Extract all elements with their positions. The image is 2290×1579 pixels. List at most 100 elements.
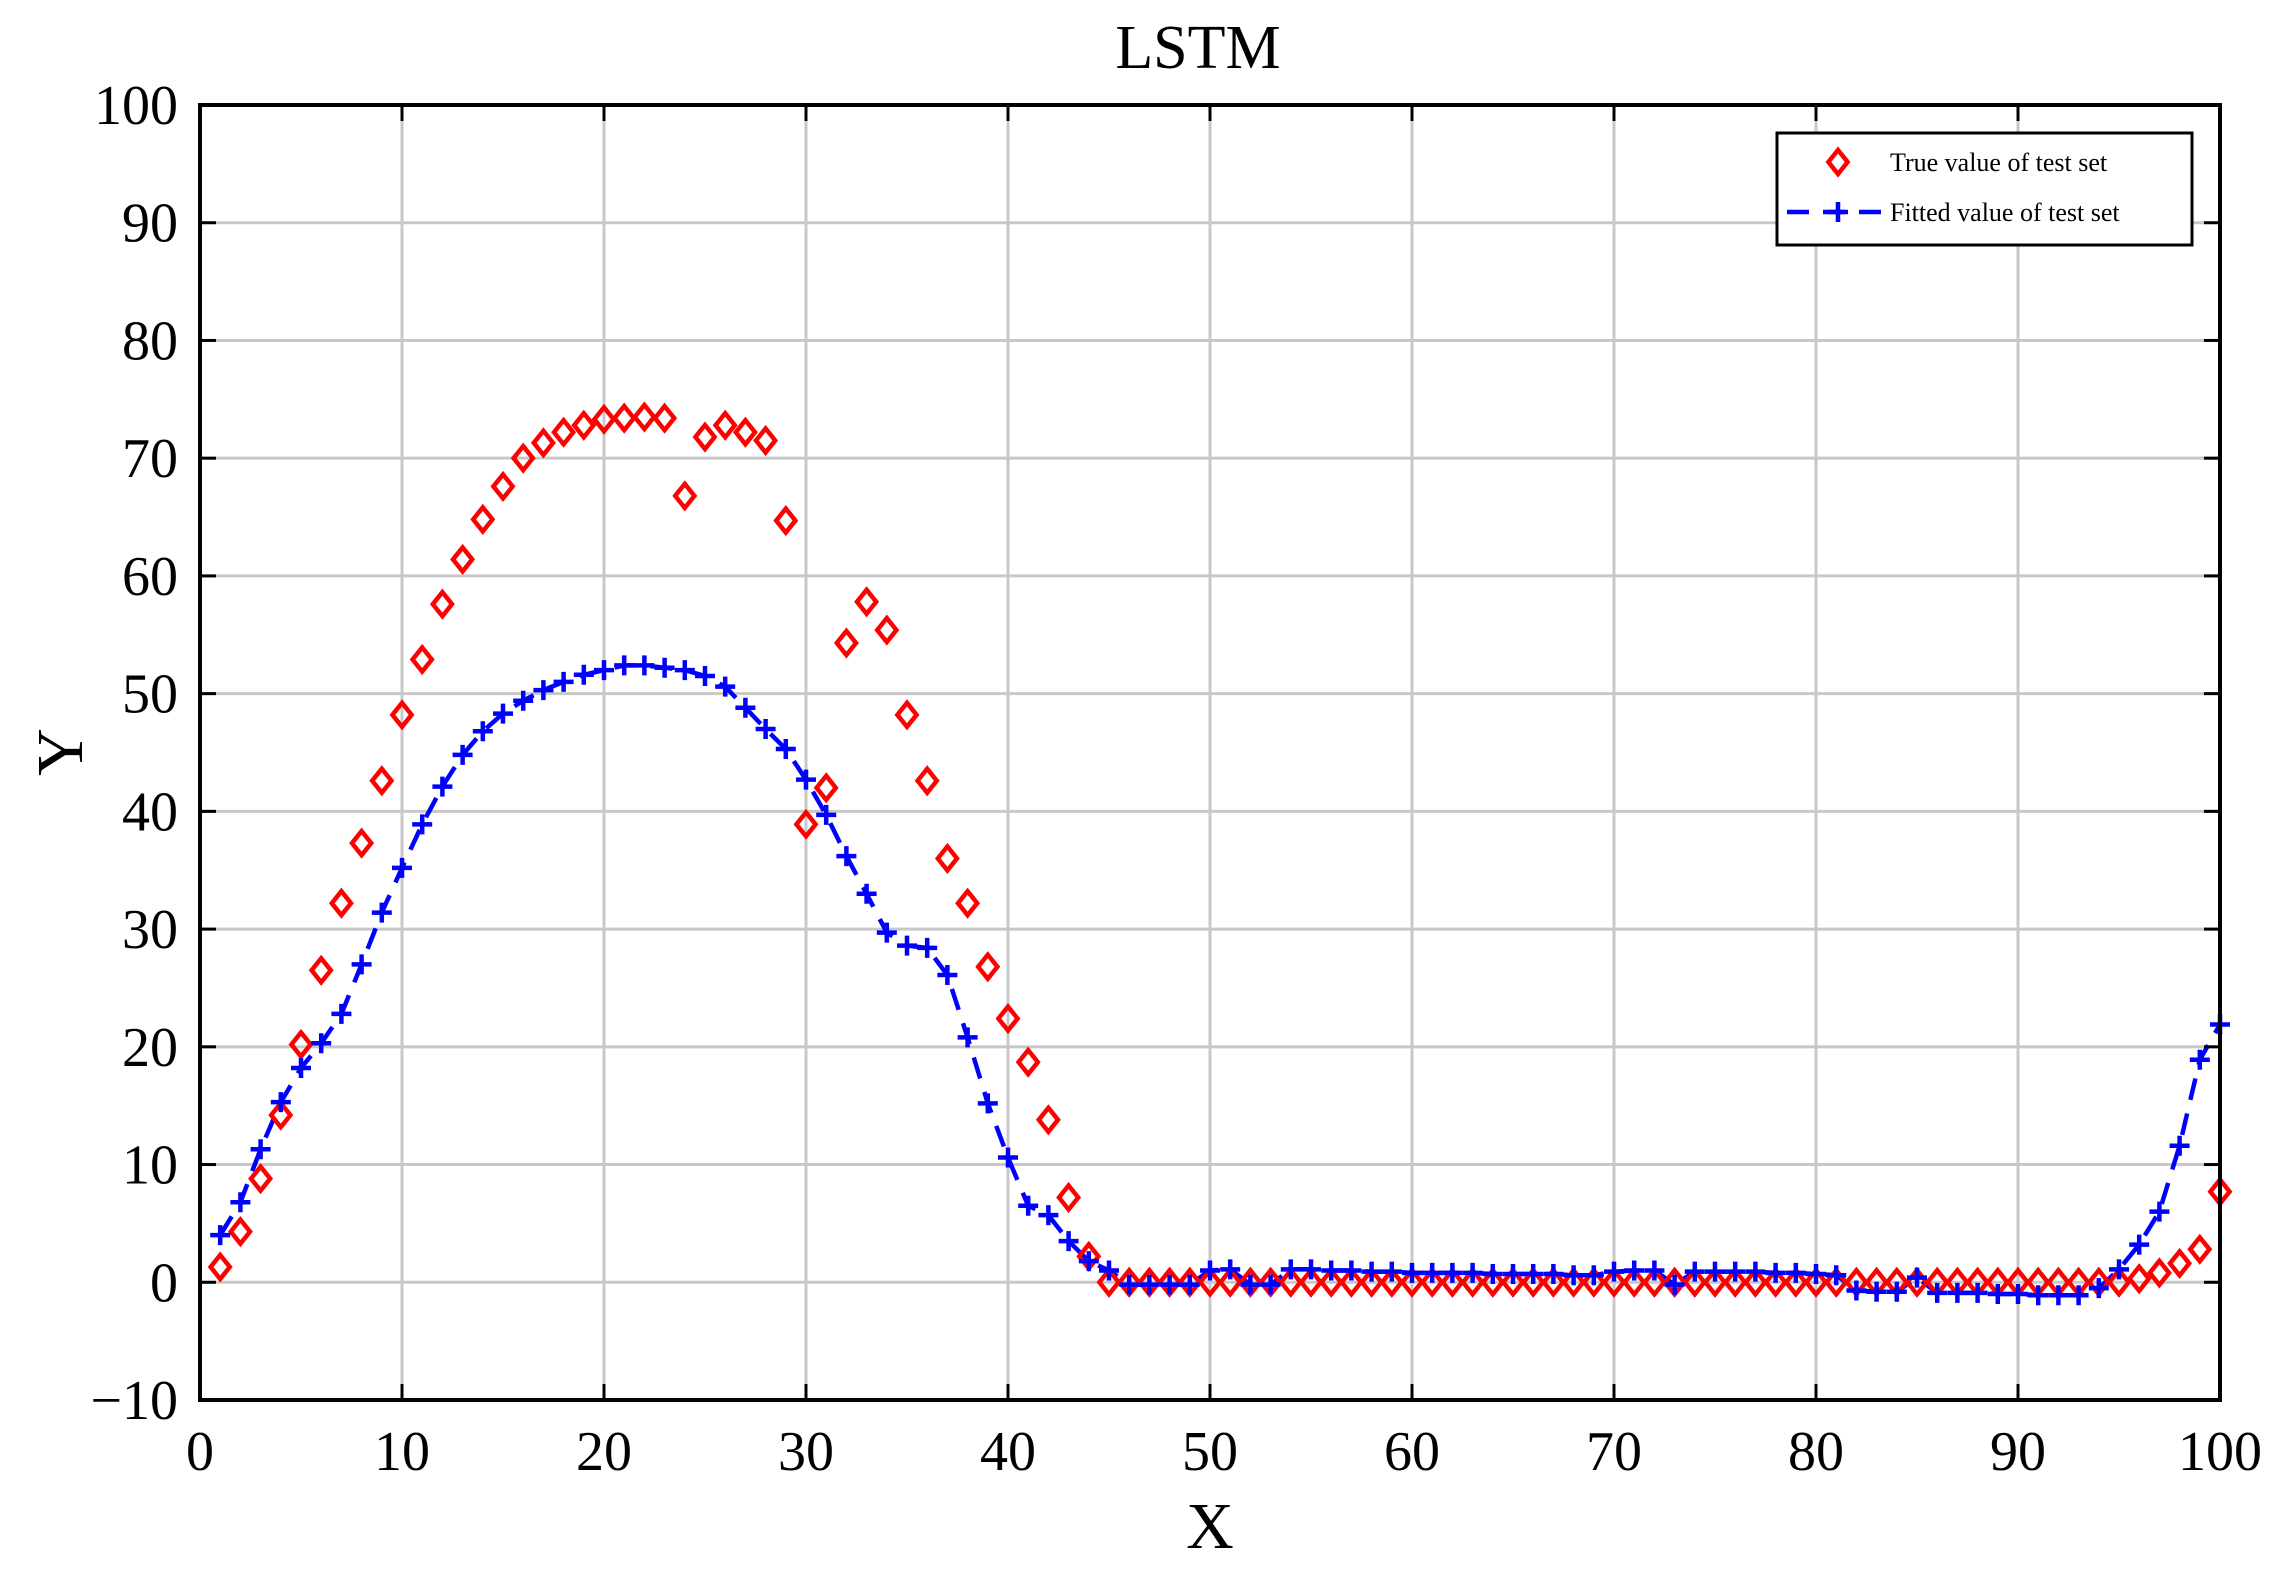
true-value-point — [1318, 1266, 1344, 1298]
fitted-value-point — [856, 883, 877, 904]
true-value-point — [793, 808, 819, 840]
fitted-value-point — [1442, 1262, 1463, 1283]
true-value-point — [1056, 1181, 1082, 1214]
legend: True value of test set Fitted value of t… — [1775, 131, 2194, 247]
fitted-value-point — [1078, 1251, 1099, 1272]
true-value-point — [409, 643, 435, 676]
true-value-point — [1460, 1266, 1486, 1298]
legend-plus-marker — [1828, 202, 1848, 222]
fitted-value-point — [836, 846, 857, 867]
x-tick-label: 80 — [1788, 1421, 1844, 1483]
fitted-value-point — [998, 1147, 1018, 1168]
fitted-value-point — [2169, 1135, 2190, 1156]
fitted-value-point — [897, 935, 917, 956]
true-value-point — [2126, 1263, 2152, 1295]
true-value-point — [631, 401, 657, 433]
fitted-value-point — [1745, 1261, 1766, 1282]
fitted-value-point — [1725, 1261, 1746, 1282]
fitted-value-point — [1159, 1274, 1180, 1295]
true-value-point — [470, 503, 496, 536]
true-value-point — [934, 842, 960, 875]
true-value-point — [510, 442, 536, 474]
legend-label-true-value: True value of test set — [1890, 148, 2108, 177]
true-value-point — [672, 480, 698, 512]
fitted-value-point — [291, 1058, 311, 1079]
y-tick-label: 30 — [122, 899, 178, 961]
axis-ticks: 0 10 20 30 40 50 60 70 80 90 100−10010203040506070… — [90, 75, 2262, 1483]
fitted-value-point — [614, 655, 635, 676]
fitted-value-point — [1684, 1261, 1705, 1282]
true-value-point — [2167, 1247, 2193, 1280]
true-value-point — [490, 470, 516, 503]
fitted-value-point — [230, 1192, 251, 1213]
true-value-point — [1399, 1266, 1425, 1298]
true-value-point — [1480, 1266, 1506, 1298]
fitted-value-point — [1563, 1265, 1584, 1286]
fitted-value-point — [1967, 1282, 1988, 1303]
true-value-point — [571, 409, 597, 441]
y-tick-label: 100 — [94, 75, 178, 137]
true-value-point — [1742, 1266, 1768, 1298]
fitted-value-point — [977, 1093, 998, 1114]
fitted-value-point — [432, 776, 453, 797]
true-value-point — [1015, 1046, 1041, 1078]
y-axis-label: Y — [24, 728, 97, 776]
fitted-value-point — [1240, 1274, 1261, 1295]
fitted-value-point — [1260, 1274, 1281, 1295]
legend-marker-true-value — [1825, 146, 1851, 178]
fitted-value-point — [1482, 1264, 1503, 1285]
true-value-point — [1500, 1266, 1526, 1298]
fitted-value-point — [2068, 1285, 2089, 1306]
fitted-value-point — [1139, 1274, 1160, 1295]
fitted-value-point — [1179, 1274, 1200, 1295]
fitted-value-point — [1886, 1281, 1907, 1302]
true-value-point — [2146, 1257, 2172, 1289]
true-value-point — [854, 586, 880, 618]
fitted-value-point — [1604, 1261, 1624, 1282]
fitted-value-point — [1543, 1264, 1564, 1285]
true-value-point — [753, 424, 779, 457]
true-value-point — [914, 765, 940, 797]
fitted-value-point — [1381, 1261, 1402, 1282]
true-value-point — [248, 1163, 274, 1195]
fitted-value-point — [917, 937, 938, 958]
fitted-value-point — [1038, 1205, 1059, 1226]
fitted-value-point — [1058, 1231, 1079, 1252]
true-value-point — [389, 699, 415, 731]
true-value-point — [1419, 1266, 1445, 1298]
fitted-value-point — [1987, 1284, 2008, 1305]
fitted-value-point — [1765, 1262, 1786, 1283]
fitted-value-point — [695, 665, 715, 686]
fitted-value-point — [1705, 1261, 1725, 1282]
true-value-point — [1278, 1266, 1304, 1298]
fitted-value-point — [1220, 1259, 1241, 1280]
fitted-value-point — [594, 660, 614, 681]
fitted-value-point — [533, 680, 554, 701]
true-value-point — [551, 416, 577, 448]
fitted-value-point — [1927, 1282, 1948, 1303]
y-tick-label: 0 — [150, 1252, 178, 1314]
true-value-point — [1197, 1266, 1223, 1298]
fitted-value-point — [573, 664, 594, 685]
fitted-value-point — [392, 857, 412, 878]
fitted-value-point — [796, 769, 816, 790]
x-tick-label: 90 — [1990, 1421, 2046, 1483]
x-tick-label: 40 — [980, 1421, 1036, 1483]
true-value-point — [712, 409, 738, 441]
fitted-value-point — [674, 660, 695, 681]
fitted-value-point — [1947, 1282, 1968, 1303]
true-value-point — [1379, 1266, 1405, 1298]
true-value-point — [1217, 1266, 1243, 1298]
y-tick-label: 90 — [122, 193, 178, 255]
legend-box — [1775, 131, 2194, 247]
fitted-value-line — [218, 663, 2222, 1298]
fitted-value-point — [1341, 1260, 1362, 1281]
true-value-point — [1763, 1266, 1789, 1298]
fitted-value-point — [1462, 1262, 1483, 1283]
fitted-value-point — [250, 1139, 271, 1160]
true-value-point — [1540, 1266, 1566, 1298]
true-value-point — [1601, 1266, 1627, 1298]
true-value-point — [349, 827, 375, 859]
fitted-value-point — [2088, 1278, 2109, 1299]
true-value-point — [328, 887, 354, 919]
